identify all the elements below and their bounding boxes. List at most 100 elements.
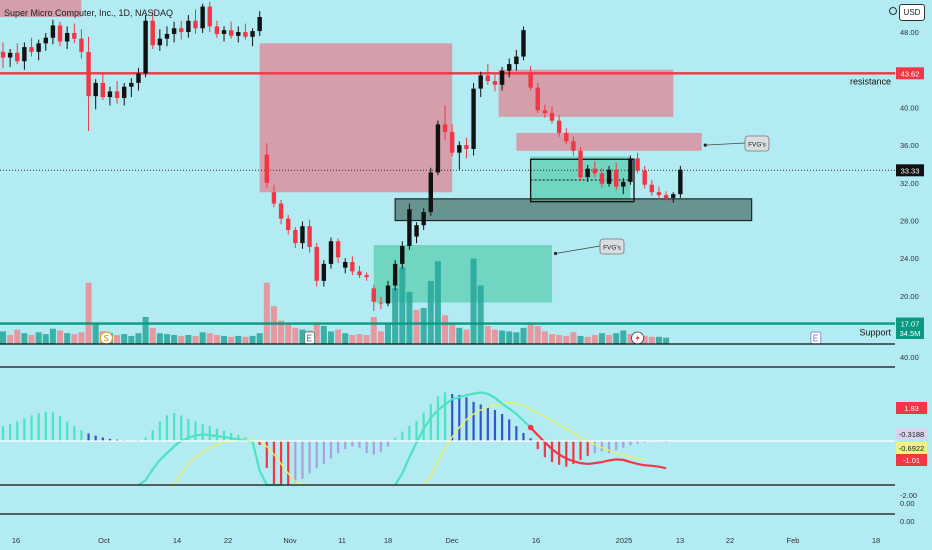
candle-body [314, 246, 319, 281]
candle-body [335, 241, 341, 258]
osc-value-badge [896, 454, 927, 466]
time-tick: 22 [726, 536, 734, 545]
volume-bar [270, 306, 277, 344]
volume-bar [363, 335, 370, 344]
candle-body [592, 168, 597, 174]
time-tick: 11 [338, 536, 346, 545]
volume-bar [85, 282, 92, 344]
volume-bar [121, 334, 128, 344]
candle-body [278, 203, 284, 219]
candle-body [86, 51, 91, 97]
candle-body [343, 262, 348, 268]
volume-bar [470, 258, 477, 344]
volume-bar [570, 332, 577, 344]
volume-bar [491, 329, 498, 344]
candle-body [57, 25, 63, 42]
volume-bar [620, 330, 627, 344]
candle-body [621, 181, 626, 187]
candle-body [421, 212, 426, 226]
candle-body [321, 263, 327, 281]
candles-layer [0, 1, 683, 312]
candle-body [442, 124, 448, 132]
axes-layer: 48.0044.0040.0036.0032.0028.0024.0020.00… [0, 28, 927, 545]
volume-bar [263, 282, 270, 344]
candle-body [414, 225, 419, 237]
price-tick: 28.00 [900, 217, 919, 226]
supply-zone-0 [0, 0, 82, 17]
time-tick: 18 [872, 536, 880, 545]
candle-body [72, 32, 77, 39]
volume-bar [648, 336, 655, 344]
candle-body [385, 285, 391, 304]
candle-body [143, 20, 148, 74]
candle-body [499, 70, 505, 85]
candle-body [22, 47, 27, 62]
candle-body [535, 87, 540, 111]
volume-bar [449, 324, 456, 344]
candle-body [286, 218, 291, 230]
candle-body [478, 75, 483, 89]
volume-bar [520, 327, 527, 344]
annotations-layer: FVG's FVG's [99, 135, 822, 345]
candle-body [528, 73, 533, 88]
candle-body [642, 170, 647, 185]
volume-bar [128, 335, 135, 344]
currency-button[interactable]: USD [899, 4, 925, 21]
volume-bar [527, 324, 534, 344]
candle-body [164, 33, 170, 39]
volume-bar [427, 281, 434, 344]
volume-bar [598, 333, 605, 344]
candle-body [571, 141, 576, 151]
time-tick: 13 [676, 536, 684, 545]
annotation-label: FVG's [748, 142, 767, 149]
macd-line [137, 433, 282, 487]
candle-body [378, 302, 384, 304]
candle-body [564, 132, 569, 142]
volume-bar [463, 329, 470, 344]
osc-value-badge [896, 428, 927, 440]
volume-bar [349, 335, 356, 344]
resistance-axis-value: 43.62 [901, 69, 920, 78]
volume-bar [399, 267, 406, 344]
earnings-icon-glyph [813, 334, 818, 342]
volume-bar [456, 327, 463, 344]
supply-zone-1 [259, 43, 453, 193]
volume-bar [178, 335, 185, 344]
candle-body [171, 28, 177, 34]
price-tick: 32.00 [900, 179, 919, 188]
candle-body [193, 20, 198, 29]
volume-bar [556, 335, 563, 344]
time-tick: 18 [384, 536, 392, 545]
volume-bar [406, 291, 413, 344]
candle-body [556, 120, 562, 133]
annotation-connector [555, 245, 601, 254]
candle-body [649, 184, 655, 193]
candle-body [656, 192, 662, 196]
candle-body [578, 150, 583, 178]
volume-bar [135, 333, 142, 344]
candle-body [471, 88, 476, 149]
volume-bar [641, 335, 648, 344]
candle-body [100, 82, 106, 98]
support-axis-badge [896, 317, 924, 330]
candle-body [93, 82, 98, 97]
osc-value-label: -0.6922 [899, 444, 924, 453]
volume-bar [285, 324, 292, 344]
volume-bar [613, 333, 620, 344]
resistance-caption: resistance [850, 76, 891, 86]
volume-bar [484, 326, 491, 344]
volume-bar [434, 261, 441, 344]
volume-bar [221, 335, 228, 344]
price-tick: 20.00 [900, 292, 919, 301]
candle-body [157, 38, 163, 46]
price-tick: 36.00 [900, 141, 919, 150]
candle-body [221, 30, 227, 34]
candle-body [179, 28, 184, 33]
supply-zone-3 [516, 132, 702, 151]
volume-bar [142, 317, 149, 344]
candle-body [64, 32, 70, 42]
volume-bar [577, 335, 584, 344]
volume-bar [506, 331, 513, 344]
